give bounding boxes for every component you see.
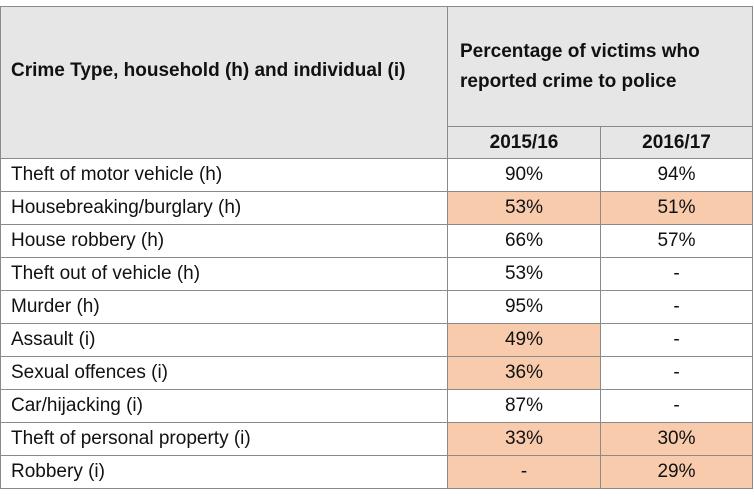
crime-type-cell: Housebreaking/burglary (h)	[0, 191, 448, 225]
value-2016-17-cell: 29%	[600, 455, 753, 489]
value-2015-16-cell: -	[447, 455, 601, 489]
value-2015-16-cell: 49%	[447, 323, 601, 357]
value-2016-17-cell: -	[600, 356, 753, 390]
crime-type-cell: Robbery (i)	[0, 455, 448, 489]
value-2015-16-cell: 95%	[447, 290, 601, 324]
value-2015-16-cell: 33%	[447, 422, 601, 456]
value-2016-17-cell: -	[600, 257, 753, 291]
value-2015-16-cell: 36%	[447, 356, 601, 390]
crime-type-cell: Car/hijacking (i)	[0, 389, 448, 423]
table-body: Theft of motor vehicle (h) 90% 94% Housebre…	[0, 158, 753, 489]
crime-type-cell: Sexual offences (i)	[0, 356, 448, 390]
table-row: Murder (h) 95% -	[0, 290, 753, 324]
value-2016-17-cell: -	[600, 290, 753, 324]
value-2015-16-cell: 66%	[447, 224, 601, 258]
crime-type-cell: Theft out of vehicle (h)	[0, 257, 448, 291]
table-row: Theft of personal property (i) 33% 30%	[0, 422, 753, 456]
crime-type-cell: Murder (h)	[0, 290, 448, 324]
table-row: House robbery (h) 66% 57%	[0, 224, 753, 258]
table-row: Car/hijacking (i) 87% -	[0, 389, 753, 423]
table-row: Housebreaking/burglary (h) 53% 51%	[0, 191, 753, 225]
value-2015-16-cell: 53%	[447, 257, 601, 291]
header-year-2015-16: 2015/16	[447, 126, 601, 159]
crime-type-cell: Theft of motor vehicle (h)	[0, 158, 448, 192]
value-2016-17-cell: 57%	[600, 224, 753, 258]
value-2016-17-cell: 30%	[600, 422, 753, 456]
crime-type-cell: Theft of personal property (i)	[0, 422, 448, 456]
value-2015-16-cell: 87%	[447, 389, 601, 423]
table-row: Robbery (i) -29%	[0, 455, 753, 489]
header-percentage: Percentage of victims who reported crime…	[447, 6, 753, 127]
value-2016-17-cell: -	[600, 389, 753, 423]
table-row: Theft out of vehicle (h) 53% -	[0, 257, 753, 291]
crime-type-cell: House robbery (h)	[0, 224, 448, 258]
value-2015-16-cell: 53%	[447, 191, 601, 225]
crime-reporting-table: Crime Type, household (h) and individual…	[0, 6, 753, 489]
value-2016-17-cell: 94%	[600, 158, 753, 192]
table-row: Theft of motor vehicle (h) 90% 94%	[0, 158, 753, 192]
header-year-2016-17: 2016/17	[600, 126, 753, 159]
value-2016-17-cell: -	[600, 323, 753, 357]
header-crime-type: Crime Type, household (h) and individual…	[0, 6, 448, 159]
crime-type-cell: Assault (i)	[0, 323, 448, 357]
table-row: Assault (i) 49% -	[0, 323, 753, 357]
table-row: Sexual offences (i) 36% -	[0, 356, 753, 390]
value-2015-16-cell: 90%	[447, 158, 601, 192]
value-2016-17-cell: 51%	[600, 191, 753, 225]
